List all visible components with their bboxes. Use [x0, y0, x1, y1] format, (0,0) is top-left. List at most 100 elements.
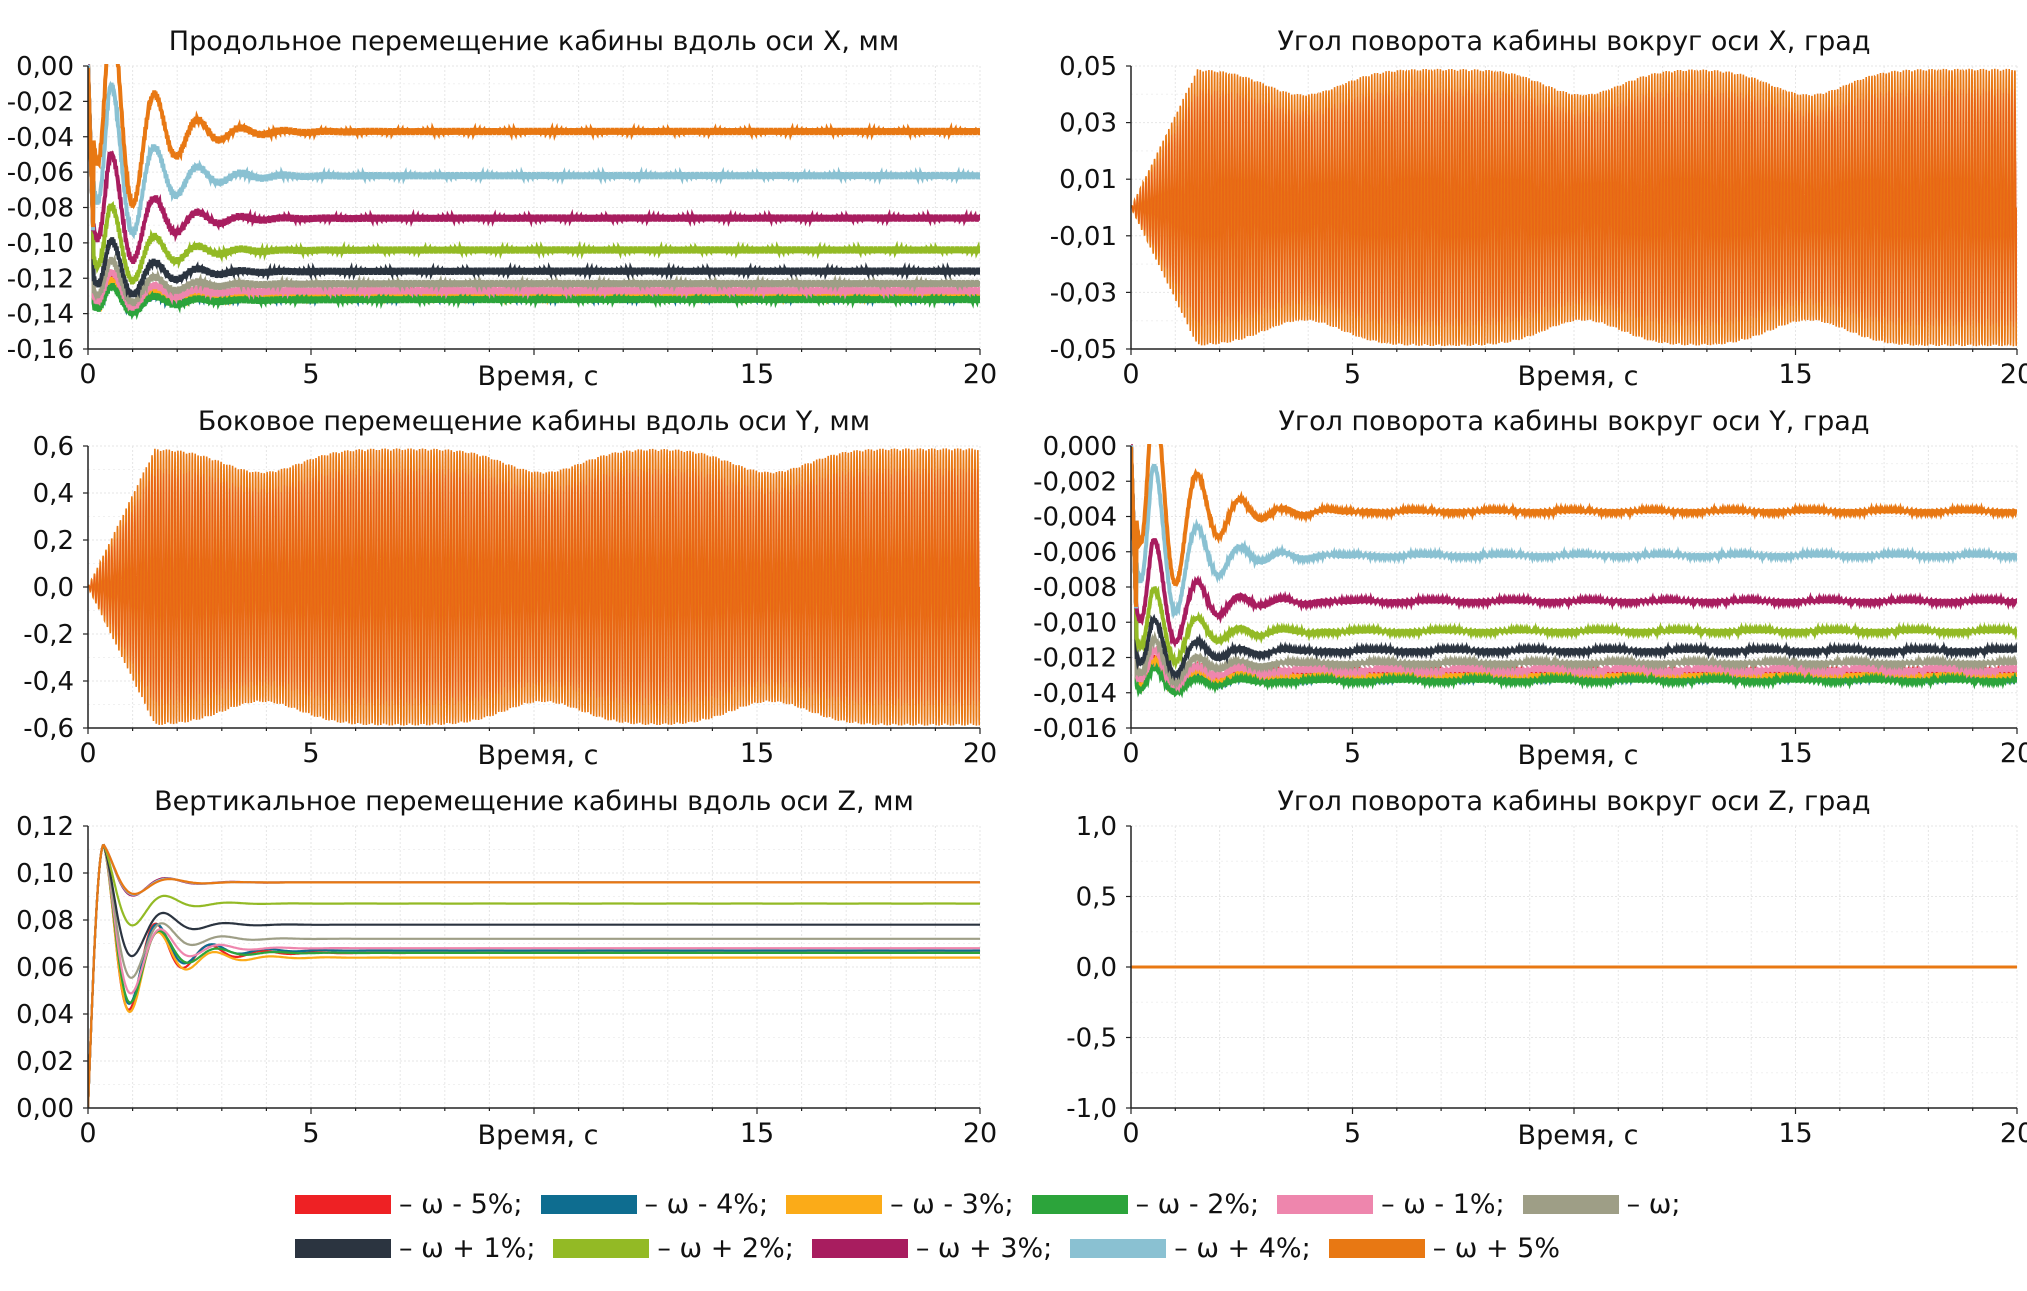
series-line	[88, 844, 980, 1109]
series-line	[88, 844, 980, 1109]
legend-swatch	[1522, 1194, 1619, 1214]
legend-label: – ω - 4%;	[644, 1188, 769, 1220]
legend-swatch	[1277, 1194, 1374, 1214]
x-tick-label: 20	[2000, 738, 2027, 769]
y-tick-label: 0,4	[33, 479, 74, 509]
legend-label: – ω;	[1626, 1188, 1681, 1220]
y-tick-label: -0,016	[1033, 714, 1117, 744]
legend-row-2: – ω + 1%; – ω + 2%; – ω + 3%; – ω + 4%; …	[295, 1226, 1855, 1270]
y-tick-label: 0,01	[1059, 165, 1117, 195]
x-tick-label: 15	[740, 1118, 774, 1149]
y-tick-label: -0,006	[1033, 538, 1117, 568]
legend-item: – ω - 5%;	[295, 1189, 523, 1220]
y-tick-label: 1,0	[1076, 812, 1117, 842]
y-tick-label: -0,02	[7, 87, 74, 117]
x-tick-label: 5	[302, 738, 319, 769]
legend-item: – ω + 2%;	[553, 1233, 794, 1264]
y-tick-label: -0,04	[7, 123, 74, 153]
y-tick-label: -1,0	[1066, 1094, 1117, 1124]
series-group	[88, 448, 980, 726]
y-tick-label: -0,03	[1050, 278, 1117, 308]
series-line	[1131, 446, 2017, 682]
y-tick-label: 0,08	[16, 906, 74, 936]
series-line	[88, 844, 980, 1109]
chart-title: Угол поворота кабины вокруг оси X, град	[1277, 26, 1870, 57]
series-line	[88, 64, 980, 228]
legend-item: – ω;	[1522, 1188, 1681, 1220]
legend-label: – ω + 3%;	[915, 1232, 1053, 1264]
x-tick-label: 20	[963, 359, 997, 390]
legend-label: – ω + 5%	[1432, 1232, 1561, 1264]
legend-swatch	[811, 1238, 908, 1258]
chart-panel-6: 0 5 15 20 Время, с 1,0 0,5 0,0 -0,5 -1,0 Угол пово…	[1066, 786, 2027, 1151]
x-axis-label: Время, с	[1518, 740, 1639, 771]
series-line	[88, 69, 980, 307]
y-tick-label: 0,12	[16, 812, 74, 842]
y-tick-label: -0,05	[1050, 335, 1117, 365]
x-tick-label: 20	[963, 1118, 997, 1149]
chart-panel-1: 0 5 15 20 Время, с 0,00 -0,02 -0,04 -0,06 -0,08 -0…	[7, 26, 997, 392]
x-axis-label: Время, с	[1518, 361, 1639, 392]
y-tick-label: -0,012	[1033, 644, 1117, 674]
y-tick-label: -0,12	[7, 264, 74, 294]
x-tick-label: 5	[302, 359, 319, 390]
legend-swatch	[295, 1238, 391, 1258]
y-tick-label: -0,14	[7, 300, 74, 330]
chart-title: Боковое перемещение кабины вдоль оси Y, …	[198, 406, 870, 437]
y-tick-label: -0,06	[7, 158, 74, 188]
x-tick-label: 20	[2000, 359, 2027, 390]
y-tick-label: 0,10	[16, 859, 74, 889]
x-tick-label: 0	[79, 359, 96, 390]
x-tick-label: 5	[1344, 738, 1361, 769]
legend-item: – ω + 1%;	[295, 1233, 535, 1264]
y-tick-label: 0,05	[1059, 52, 1117, 82]
series-line	[88, 68, 980, 312]
y-tick-label: 0,5	[1076, 883, 1117, 913]
y-tick-label: 0,03	[1059, 109, 1117, 139]
legend-label: – ω - 1%;	[1381, 1188, 1505, 1220]
series-line	[88, 64, 980, 285]
series-line	[88, 65, 980, 321]
chart-title: Продольное перемещение кабины вдоль оси …	[169, 26, 899, 57]
legend-item: – ω - 4%;	[540, 1188, 769, 1220]
series-line	[88, 64, 980, 240]
series-line	[88, 448, 980, 726]
y-tick-label: -0,002	[1033, 467, 1117, 497]
series-line	[88, 844, 980, 1109]
series-line	[88, 844, 980, 1109]
x-axis-label: Время, с	[478, 1120, 599, 1151]
y-tick-label: -0,6	[23, 714, 74, 744]
legend-item: – ω - 1%;	[1277, 1189, 1505, 1220]
chart-panel-3: 0 5 15 20 Время, с 0,6 0,4 0,2 0,0 -0,2 -0,4 -0,6 Бо…	[23, 406, 997, 771]
x-tick-label: 15	[1778, 738, 1812, 769]
y-tick-label: -0,010	[1033, 608, 1117, 638]
y-tick-label: -0,014	[1033, 679, 1117, 709]
x-tick-label: 0	[1122, 738, 1139, 769]
series-line	[1131, 444, 2017, 671]
legend-row-1: – ω - 5%; – ω - 4%; – ω - 3%; – ω - 2%; …	[295, 1182, 1855, 1226]
series-line	[1131, 88, 2017, 327]
legend-label: – ω - 3%;	[890, 1188, 1014, 1220]
y-tick-label: 0,02	[16, 1047, 74, 1077]
legend-swatch	[553, 1238, 650, 1258]
legend-swatch	[295, 1194, 391, 1214]
legend-item: – ω + 5%	[1328, 1232, 1561, 1264]
y-tick-label: 0,000	[1043, 432, 1117, 462]
series-line	[88, 64, 980, 264]
y-tick-label: 0,0	[33, 573, 74, 603]
x-tick-label: 5	[1344, 1118, 1361, 1149]
x-tick-label: 15	[1778, 359, 1812, 390]
y-tick-label: -0,10	[7, 229, 74, 259]
legend-swatch	[1070, 1238, 1167, 1258]
y-tick-label: 0,2	[33, 526, 74, 556]
y-tick-label: -0,08	[7, 194, 74, 224]
x-axis-label: Время, с	[1518, 1120, 1639, 1151]
x-tick-label: 20	[2000, 1118, 2027, 1149]
y-tick-label: 0,06	[16, 953, 74, 983]
series-line	[88, 843, 980, 1109]
y-tick-label: 0,04	[16, 1000, 74, 1030]
x-tick-label: 0	[79, 1118, 96, 1149]
y-tick-label: -0,4	[23, 667, 74, 697]
legend-swatch	[1031, 1194, 1128, 1214]
